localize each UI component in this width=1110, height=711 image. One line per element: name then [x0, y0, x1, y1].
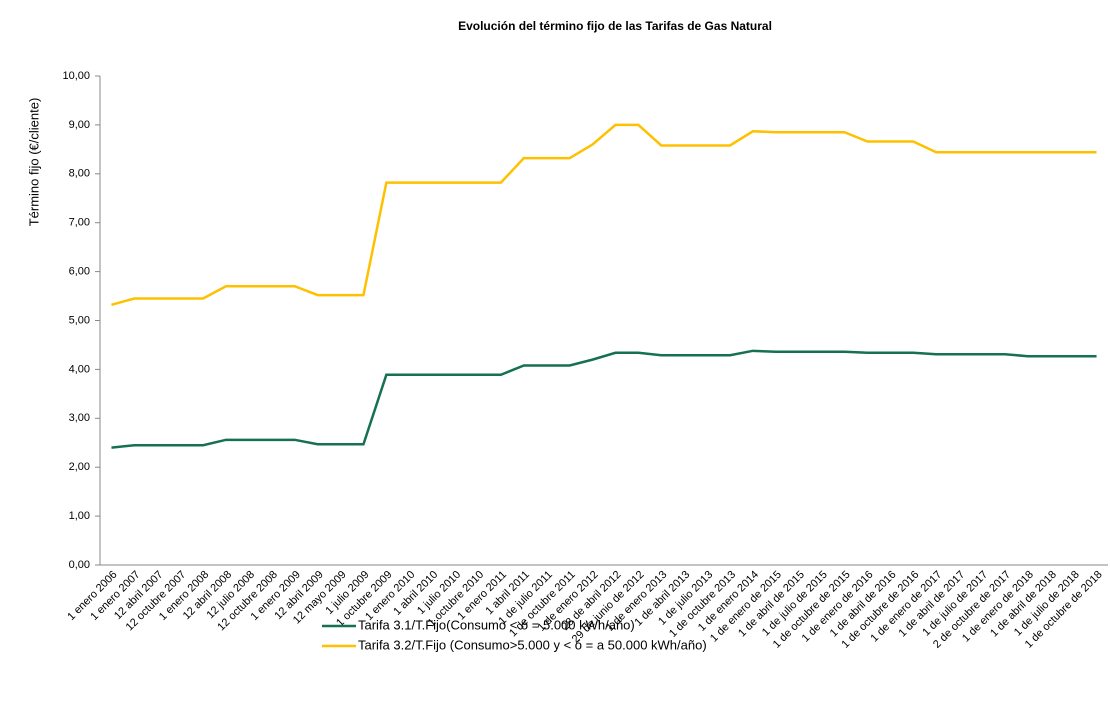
legend-label: Tarifa 3.1/T.Fijo(Consumo < ó = 5.000 kW… — [358, 617, 635, 632]
y-tick-label: 1,00 — [69, 510, 90, 522]
y-tick-label: 2,00 — [69, 461, 90, 473]
y-tick-label: 6,00 — [69, 266, 90, 278]
series-line — [111, 349, 1097, 449]
y-tick-label: 8,00 — [69, 168, 90, 180]
y-tick-label: 5,00 — [69, 314, 90, 326]
y-tick-label: 3,00 — [69, 412, 90, 424]
chart-title: Evolución del término fijo de las Tarifa… — [458, 19, 772, 33]
y-tick-label: 10,00 — [62, 70, 90, 82]
y-axis-label: Término fijo (€/cliente) — [26, 98, 41, 227]
y-tick-label: 0,00 — [69, 559, 90, 571]
y-tick-label: 7,00 — [69, 217, 90, 229]
y-tick-label: 9,00 — [69, 119, 90, 131]
legend-label: Tarifa 3.2/T.Fijo (Consumo>5.000 y < ó =… — [358, 637, 707, 652]
y-tick-label: 4,00 — [69, 363, 90, 375]
series-line — [111, 123, 1097, 307]
